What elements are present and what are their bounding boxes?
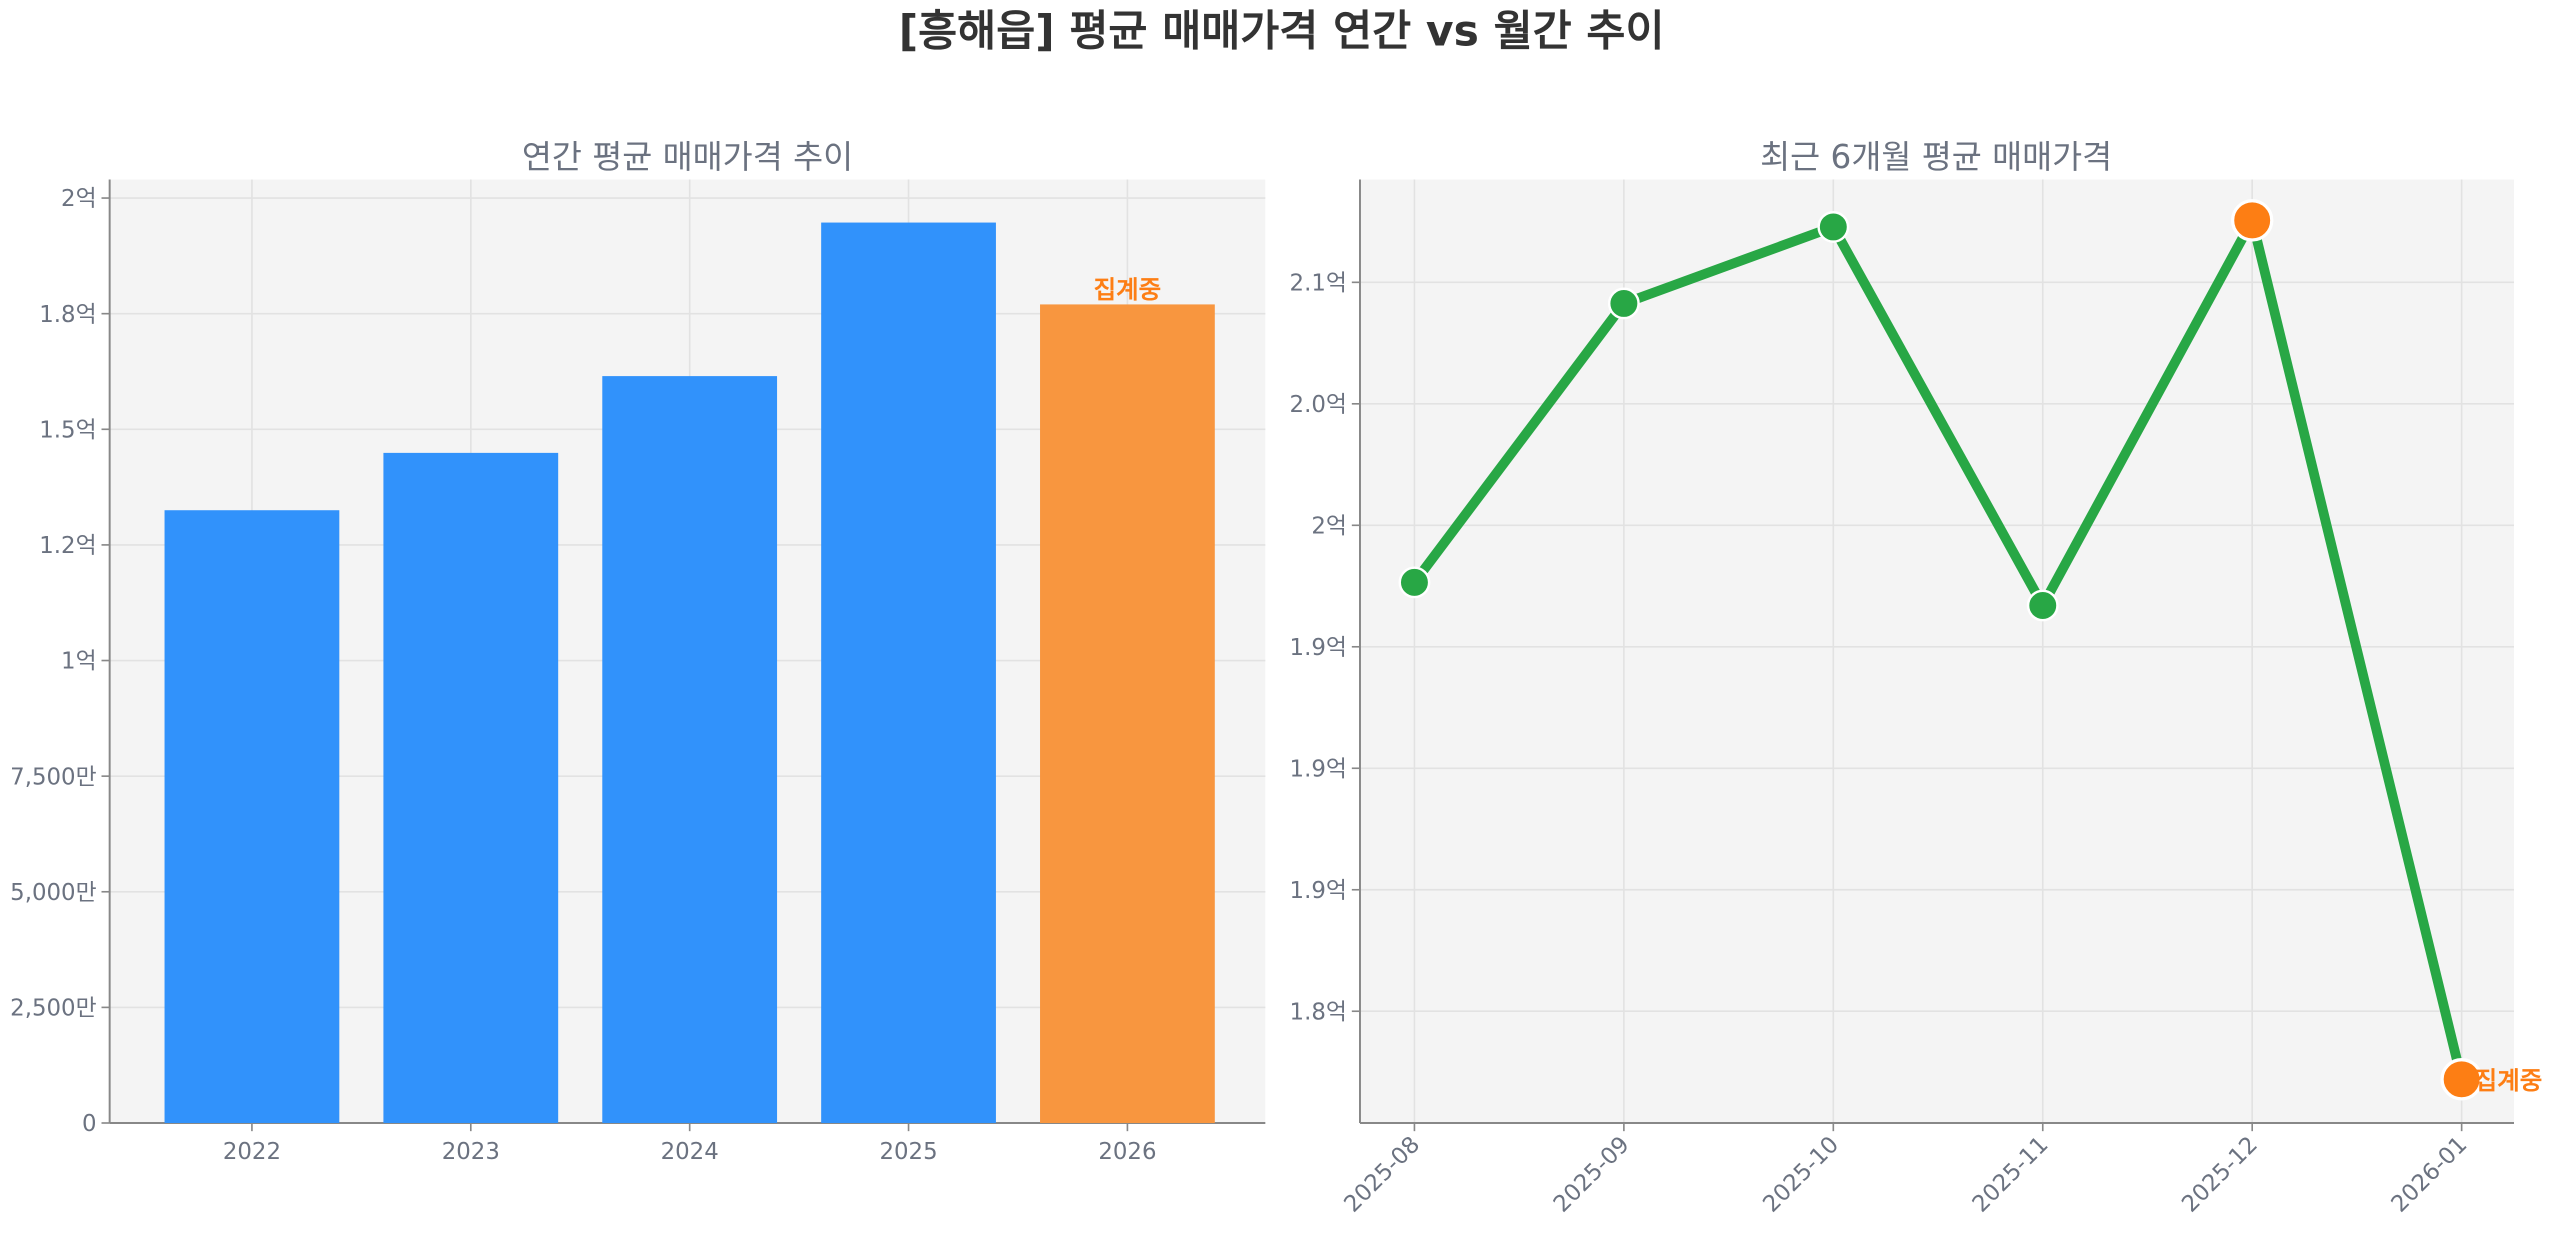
y-tick-label: 1.2억 [39, 533, 96, 559]
bar-2026 [1040, 304, 1215, 1124]
x-tick-label: 2025 [879, 1139, 937, 1165]
y-tick-label: 1.5억 [39, 417, 96, 443]
annual-chart-title: 연간 평균 매매가격 추이 [522, 138, 853, 176]
y-tick-label: 1.9억 [1290, 756, 1347, 782]
x-tick-label: 2025-11 [1968, 1132, 2054, 1218]
x-tick-label: 2025-09 [1549, 1132, 1635, 1218]
y-tick-label: 2억 [1311, 513, 1347, 539]
y-tick-label: 2억 [61, 186, 97, 212]
x-tick-label: 2025-10 [1758, 1132, 1844, 1218]
y-tick-label: 2.0억 [1290, 392, 1347, 418]
y-tick-label: 1.8억 [39, 302, 96, 328]
x-tick-label: 2022 [223, 1139, 281, 1165]
data-point-2026-01 [2440, 1058, 2483, 1101]
y-tick-label: 1.9억 [1290, 635, 1347, 661]
monthly-chart-title: 최근 6개월 평균 매매가격 [1760, 138, 2112, 176]
bar-2025 [821, 222, 996, 1124]
y-tick-label: 1억 [61, 649, 97, 675]
bar-2022 [164, 510, 340, 1124]
y-tick-label: 1.8억 [1290, 999, 1347, 1025]
y-tick-label: 2.1억 [1290, 270, 1347, 296]
x-tick-label: 2025-12 [2177, 1132, 2263, 1218]
data-point-2025-09 [1607, 287, 1640, 320]
x-tick-label: 2023 [442, 1139, 500, 1165]
pending-label: 집계중 [1094, 275, 1162, 304]
figure-title: [흥해읍] 평균 매매가격 연간 vs 월간 추이 [899, 8, 1665, 57]
data-point-2025-10 [1817, 211, 1850, 243]
y-tick-label: 5,000만 [10, 880, 96, 906]
monthly-line-chart: 최근 6개월 평균 매매가격 1.8억 1.9억 1.9억 1.9억 2억 2.0억 2.1… [1290, 138, 2543, 1217]
x-tick-label: 2026-01 [2387, 1132, 2473, 1218]
y-tick-label: 7,500만 [10, 764, 96, 790]
data-point-2025-11 [2026, 589, 2059, 622]
data-point-2025-08 [1398, 566, 1431, 599]
bar-2024 [602, 376, 778, 1124]
bar-2023 [383, 452, 559, 1124]
annual-bar-chart: 연간 평균 매매가격 추이 0 2,500만 5,000만 7,500만 1억 1.2억 1… [10, 138, 1266, 1165]
x-tick-label: 2025-08 [1339, 1132, 1425, 1218]
x-tick-label: 2026 [1098, 1139, 1156, 1165]
data-point-2025-12 [2230, 199, 2274, 242]
y-tick-label: 0 [82, 1111, 97, 1137]
y-tick-label: 2,500만 [10, 996, 96, 1022]
x-tick-label: 2024 [661, 1139, 719, 1165]
plot-area [1359, 179, 2514, 1124]
pending-label: 집계중 [2475, 1066, 2543, 1095]
price-line [1410, 215, 2467, 1081]
y-tick-label: 1.9억 [1290, 878, 1347, 904]
